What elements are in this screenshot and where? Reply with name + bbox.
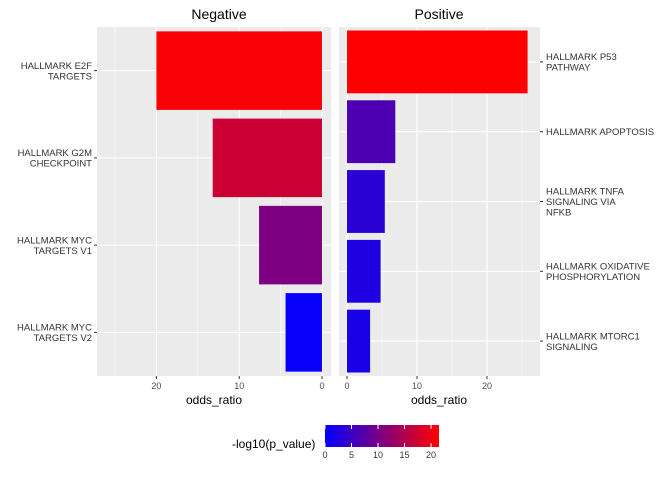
bars-negative [156, 31, 322, 372]
legend-tick-label: 10 [373, 450, 383, 460]
x-ticks-positive: 0 10 20 [344, 376, 492, 391]
category-label-pos-4: HALLMARK OXIDATIVE PHOSPHORYLATION [546, 262, 650, 284]
x-axis-title-positive: odds_ratio [411, 393, 467, 407]
x-tick-label: 20 [482, 381, 492, 391]
legend-ticks: 0 5 10 15 20 [322, 425, 436, 460]
x-tick-label: 0 [319, 381, 324, 391]
bar-neg-1 [156, 31, 322, 110]
legend-tick-label: 20 [426, 450, 436, 460]
category-label-pos-2: HALLMARK APOPTOSIS [546, 127, 654, 138]
x-tick-label: 0 [344, 381, 349, 391]
category-label-pos-3: HALLMARK TNFA SIGNALING VIA NFKB [546, 187, 625, 219]
legend-tick-label: 5 [349, 450, 354, 460]
bars-positive [347, 30, 528, 373]
bar-neg-4 [285, 293, 322, 372]
bar-pos-4 [347, 239, 381, 303]
x-axis-title-negative: odds_ratio [186, 393, 242, 407]
legend-tick-label: 15 [400, 450, 410, 460]
facet-negative: Negative HALLMARK E2F TARGETS HALLMARK G2M… [17, 6, 331, 407]
category-labels-positive: HALLMARK P53 PATHWAY HALLMARK APOPTOSIS HAL… [540, 52, 654, 353]
category-label-neg-4: HALLMARK MYC TARGETS V2 [17, 323, 92, 345]
x-ticks-negative: 20 10 0 [151, 376, 325, 391]
x-tick-label: 10 [234, 381, 244, 391]
bar-pos-1 [347, 30, 528, 94]
legend-tick-label: 0 [322, 450, 327, 460]
bar-pos-3 [347, 170, 385, 233]
bar-neg-2 [212, 118, 322, 198]
legend-title: -log10(p_value) [232, 437, 315, 451]
legend-colorbar [325, 425, 439, 447]
category-label-neg-1: HALLMARK E2F TARGETS [21, 61, 92, 83]
category-label-pos-5: HALLMARK MTORC1 SIGNALING [546, 331, 640, 353]
color-legend: -log10(p_value) 0 5 10 15 20 [232, 425, 439, 460]
category-labels-negative: HALLMARK E2F TARGETS HALLMARK G2M CHECKPOIN… [17, 61, 97, 344]
category-label-neg-2: HALLMARK G2M CHECKPOINT [18, 148, 93, 170]
facet-positive: Positive HALLMARK P53 PATHWAY HALLMARK APO… [339, 6, 654, 407]
facet-title-positive: Positive [414, 6, 463, 22]
bar-neg-3 [259, 205, 322, 285]
category-label-neg-3: HALLMARK MYC TARGETS V1 [17, 235, 92, 257]
category-label-pos-1: HALLMARK P53 PATHWAY [546, 52, 617, 74]
bar-pos-5 [347, 309, 371, 373]
facet-title-negative: Negative [191, 6, 246, 22]
x-tick-label: 10 [412, 381, 422, 391]
x-tick-label: 20 [151, 381, 161, 391]
bar-pos-2 [347, 100, 396, 164]
